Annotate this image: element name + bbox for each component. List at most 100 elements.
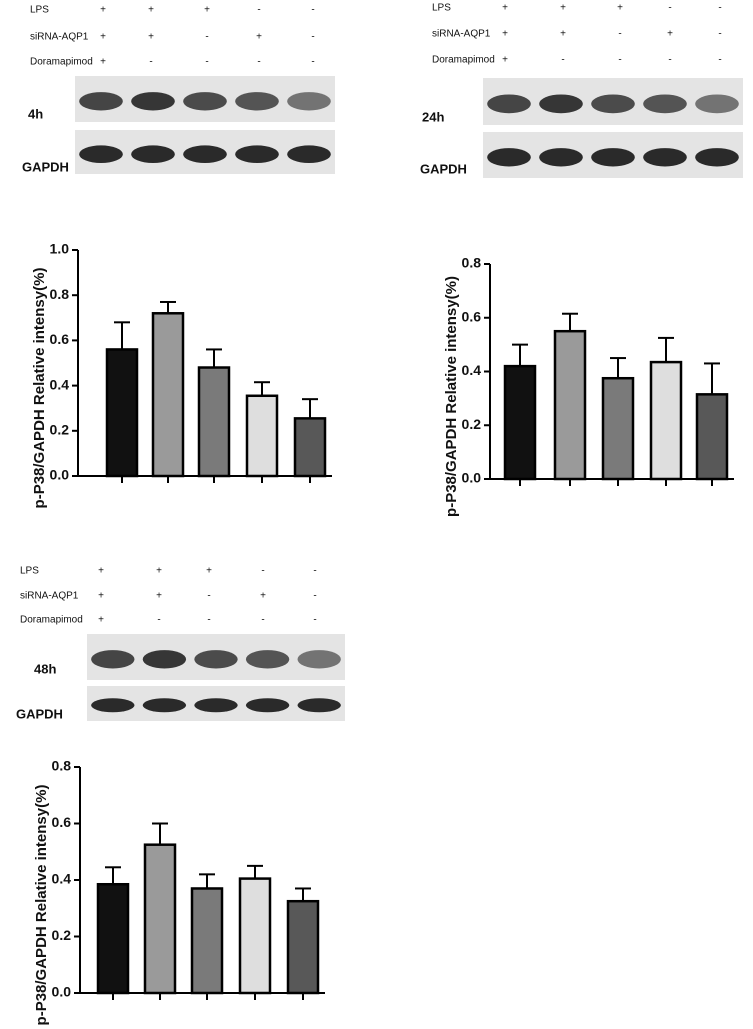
condition-mark: - bbox=[205, 57, 208, 68]
y-tick-label: 0.8 bbox=[50, 286, 70, 302]
condition-mark: - bbox=[718, 29, 721, 40]
y-tick-label: 0.6 bbox=[462, 308, 482, 324]
bar bbox=[286, 899, 320, 995]
condition-name: Doramapimod bbox=[20, 615, 83, 626]
condition-mark: - bbox=[257, 57, 260, 68]
condition-name: LPS bbox=[30, 5, 49, 16]
condition-mark: - bbox=[313, 591, 316, 602]
y-tick-label: 0.0 bbox=[462, 470, 482, 486]
blot-band bbox=[91, 650, 135, 669]
blot-band bbox=[297, 650, 341, 669]
y-tick-label: 0.0 bbox=[52, 984, 72, 1000]
condition-name: LPS bbox=[20, 566, 39, 577]
condition-name: Doramapimod bbox=[30, 57, 93, 68]
bar bbox=[143, 843, 177, 995]
gapdh-band bbox=[643, 148, 687, 167]
condition-mark: + bbox=[100, 5, 106, 16]
blot-band bbox=[487, 94, 531, 114]
bar bbox=[96, 882, 130, 995]
blot-band bbox=[235, 92, 279, 111]
condition-mark: - bbox=[261, 566, 264, 577]
y-tick-label: 0.6 bbox=[50, 331, 70, 347]
blot-band bbox=[245, 650, 290, 669]
condition-mark: - bbox=[207, 615, 210, 626]
condition-name: siRNA-AQP1 bbox=[30, 32, 89, 43]
bar bbox=[190, 887, 224, 995]
condition-mark: - bbox=[313, 615, 316, 626]
blot-label: 24h bbox=[422, 109, 444, 124]
condition-mark: - bbox=[261, 615, 264, 626]
blot-band bbox=[287, 92, 331, 111]
condition-mark: + bbox=[148, 5, 154, 16]
condition-name: siRNA-AQP1 bbox=[432, 29, 491, 40]
y-tick-label: 0.4 bbox=[462, 362, 482, 378]
y-tick-label: 0.2 bbox=[462, 416, 482, 432]
bar bbox=[245, 394, 279, 478]
blot-band bbox=[79, 92, 123, 111]
condition-mark: - bbox=[561, 55, 564, 66]
y-tick-label: 0.4 bbox=[50, 376, 70, 392]
y-axis-label: p-P38/GAPDH Relative intensy(%) bbox=[31, 268, 48, 509]
blot-band bbox=[142, 650, 187, 669]
gapdh-band bbox=[194, 698, 238, 713]
condition-mark: + bbox=[98, 566, 104, 577]
gapdh-band bbox=[131, 145, 175, 163]
bar bbox=[293, 417, 327, 478]
y-tick-label: 0.8 bbox=[462, 255, 482, 271]
condition-mark: + bbox=[617, 3, 623, 14]
condition-mark: + bbox=[206, 566, 212, 577]
y-axis-label: p-P38/GAPDH Relative intensy(%) bbox=[443, 276, 460, 517]
loading-control-label: GAPDH bbox=[16, 706, 63, 721]
bar bbox=[649, 360, 683, 481]
bar bbox=[238, 877, 272, 995]
gapdh-band bbox=[183, 145, 227, 163]
bar bbox=[105, 348, 139, 478]
loading-control-label: GAPDH bbox=[22, 159, 69, 174]
condition-name: siRNA-AQP1 bbox=[20, 591, 79, 602]
y-tick-label: 0.6 bbox=[52, 814, 72, 830]
bar bbox=[197, 366, 231, 478]
condition-mark: - bbox=[157, 615, 160, 626]
condition-mark: + bbox=[560, 3, 566, 14]
condition-mark: + bbox=[204, 5, 210, 16]
gapdh-band bbox=[235, 145, 279, 163]
condition-mark: - bbox=[668, 3, 671, 14]
gapdh-band bbox=[91, 698, 135, 713]
y-tick-label: 1.0 bbox=[50, 241, 70, 257]
gapdh-band bbox=[297, 698, 341, 713]
condition-mark: + bbox=[260, 591, 266, 602]
condition-mark: + bbox=[256, 32, 262, 43]
blot-band bbox=[643, 94, 687, 114]
blot-band bbox=[695, 94, 739, 114]
condition-mark: + bbox=[560, 29, 566, 40]
condition-mark: + bbox=[148, 32, 154, 43]
blot-band bbox=[183, 92, 227, 111]
bar bbox=[601, 376, 635, 481]
y-tick-label: 0.4 bbox=[52, 871, 72, 887]
y-tick-label: 0.8 bbox=[52, 758, 72, 774]
condition-mark: + bbox=[667, 29, 673, 40]
condition-mark: - bbox=[313, 566, 316, 577]
condition-mark: + bbox=[502, 55, 508, 66]
condition-mark: + bbox=[98, 615, 104, 626]
y-tick-label: 0.0 bbox=[50, 467, 70, 483]
blot-band bbox=[131, 92, 175, 111]
condition-name: LPS bbox=[432, 3, 451, 14]
bar bbox=[553, 329, 587, 481]
condition-mark: + bbox=[100, 57, 106, 68]
y-tick-label: 0.2 bbox=[52, 927, 72, 943]
y-tick-label: 0.2 bbox=[50, 422, 70, 438]
condition-mark: - bbox=[311, 32, 314, 43]
condition-mark: - bbox=[205, 32, 208, 43]
blot-label: 48h bbox=[34, 661, 56, 676]
gapdh-band bbox=[487, 148, 531, 167]
blot-label: 4h bbox=[28, 106, 43, 121]
gapdh-band bbox=[245, 698, 290, 713]
blot-band bbox=[539, 94, 583, 114]
gapdh-band bbox=[591, 148, 635, 167]
condition-mark: + bbox=[100, 32, 106, 43]
bar bbox=[151, 312, 185, 478]
condition-mark: + bbox=[502, 29, 508, 40]
loading-control-label: GAPDH bbox=[420, 161, 467, 176]
